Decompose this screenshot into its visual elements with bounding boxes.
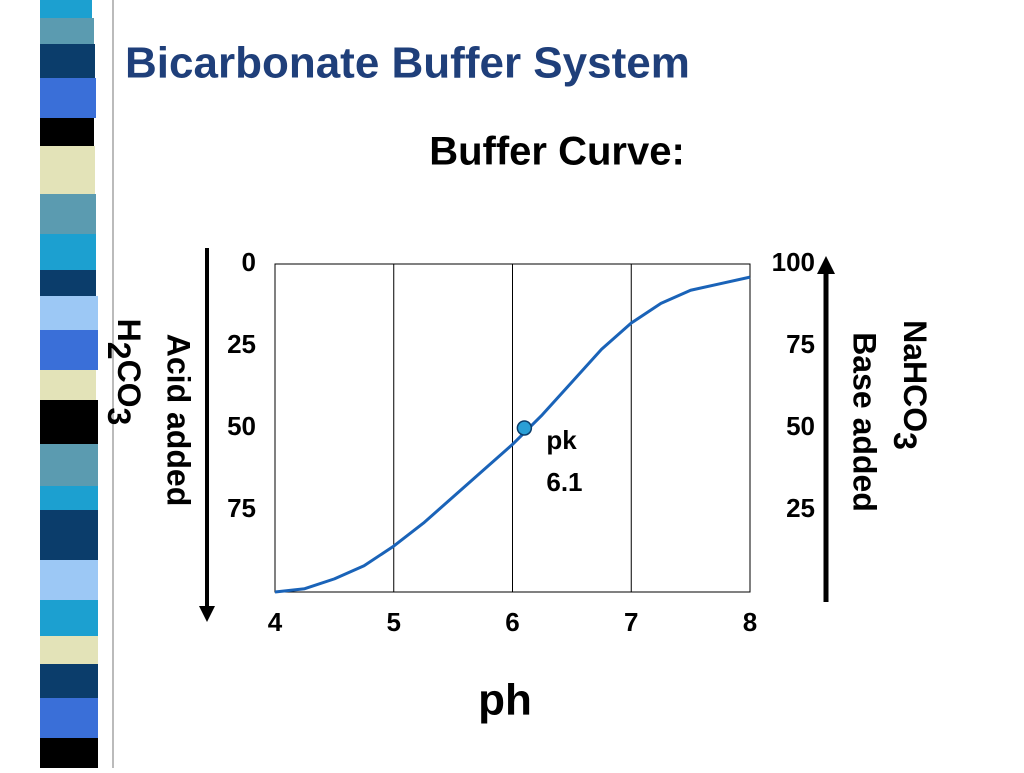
- x-tick-label: 4: [268, 607, 283, 637]
- x-tick-label: 6: [505, 607, 519, 637]
- x-tick-label: 5: [387, 607, 401, 637]
- y2-axis-formula: NaHCO3: [887, 320, 933, 450]
- buffer-curve: [274, 275, 751, 594]
- formula-part: CO: [111, 360, 147, 408]
- pk-value: 6.1: [546, 467, 582, 497]
- chart-title: Buffer Curve:: [429, 130, 685, 174]
- y2-tick-label: 50: [786, 411, 815, 441]
- subscript: 3: [101, 408, 137, 426]
- y-axis-label: Acid added: [161, 334, 197, 506]
- y2-tick-label: 25: [786, 493, 815, 523]
- pk-point: [516, 420, 533, 436]
- slide-title: Bicarbonate Buffer System: [125, 39, 690, 88]
- base-arrow-head: [817, 256, 835, 274]
- acid-arrow-head: [199, 606, 215, 622]
- y2-tick-label: 100: [772, 247, 815, 277]
- formula-part: H: [111, 319, 147, 342]
- x-axis-label: ph: [478, 676, 532, 725]
- subscript: 2: [101, 342, 137, 360]
- x-tick-label: 8: [743, 607, 757, 637]
- y-tick-label: 25: [227, 329, 256, 359]
- y2-axis-label: Base added: [847, 332, 883, 512]
- y-tick-label: 0: [242, 247, 256, 277]
- subscript: 3: [887, 432, 923, 450]
- y2-tick-label: 75: [786, 329, 815, 359]
- y-tick-label: 75: [227, 493, 256, 523]
- y-tick-label: 50: [227, 411, 256, 441]
- side-stripe: [40, 0, 114, 768]
- formula-part: NaHCO: [897, 320, 933, 432]
- pk-label: pk: [546, 425, 577, 455]
- y-axis-formula: H2CO3: [101, 319, 147, 426]
- x-tick-label: 7: [624, 607, 638, 637]
